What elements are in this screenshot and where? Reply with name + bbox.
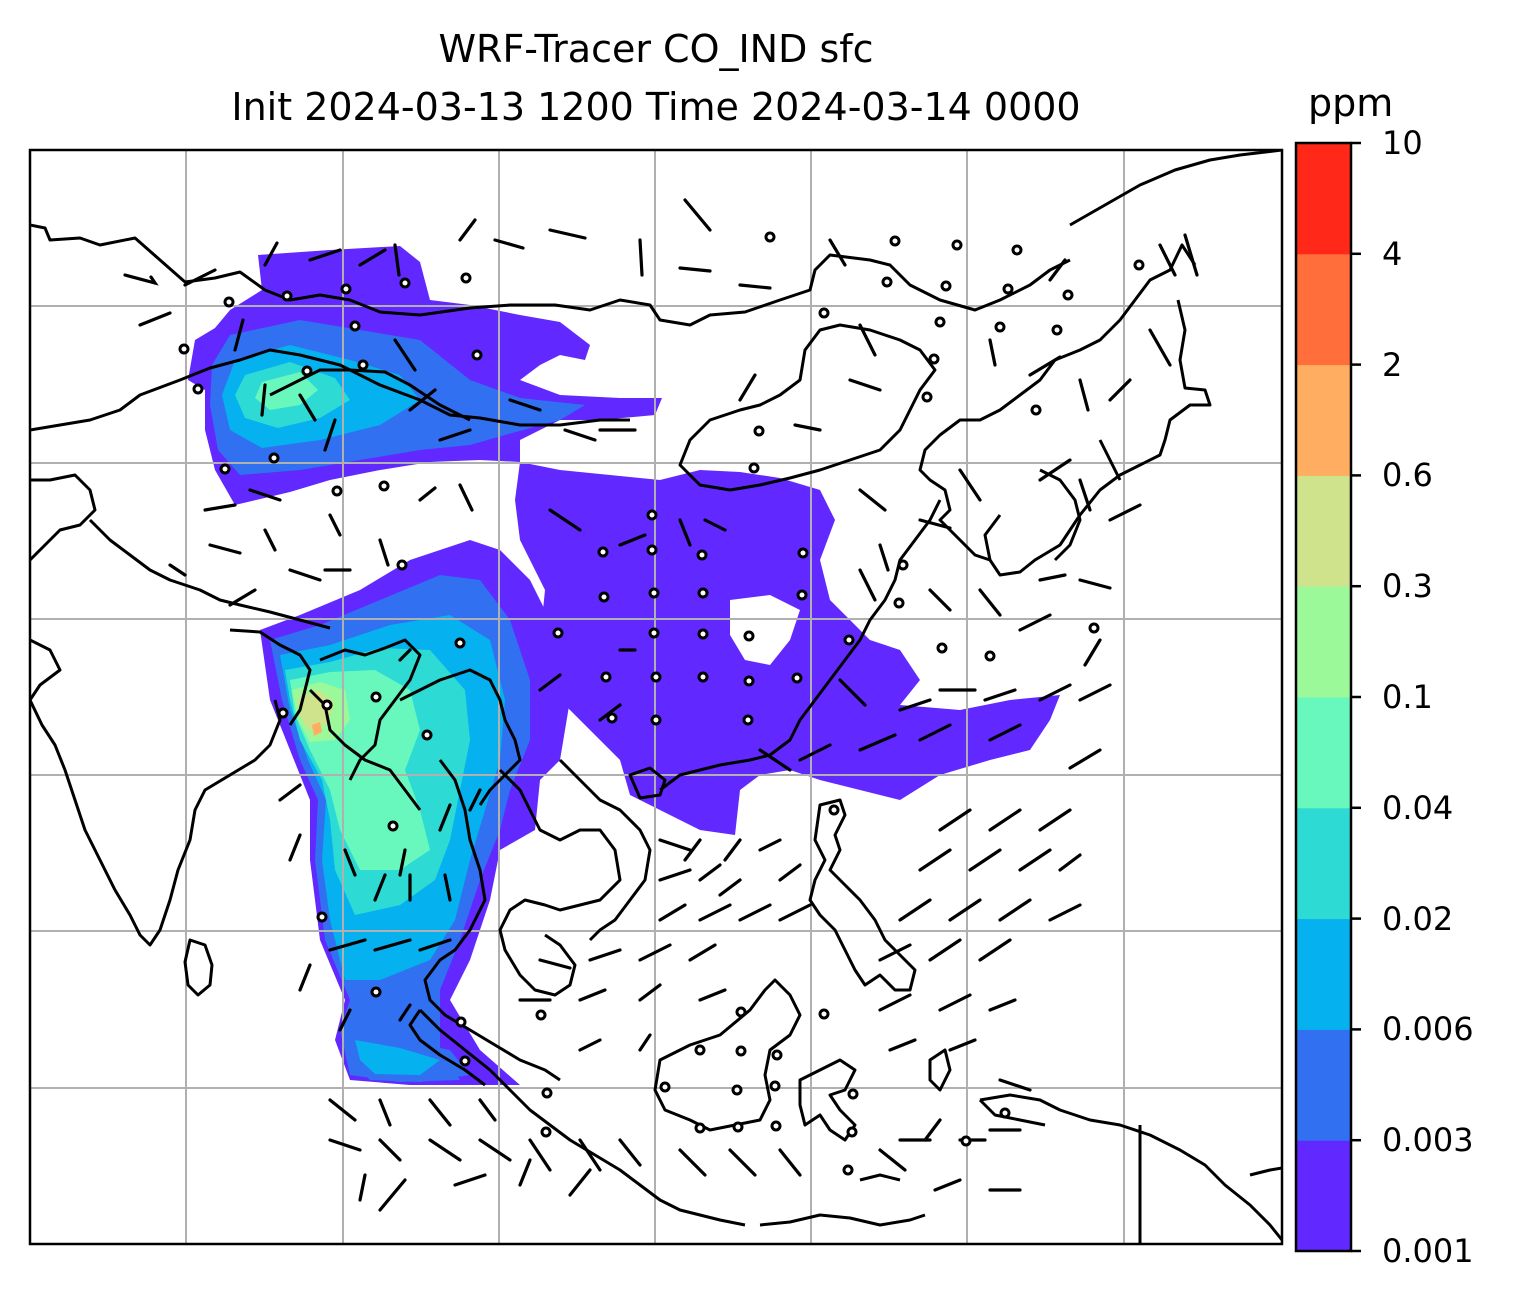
colorbar-tick-label: 0.6 bbox=[1382, 456, 1433, 495]
coast-india-west bbox=[30, 473, 282, 947]
colorbar-segment bbox=[1296, 918, 1351, 1030]
colorbar-tick-label: 4 bbox=[1382, 234, 1403, 273]
colorbar-tick-label: 0.003 bbox=[1382, 1121, 1474, 1160]
colorbar-unit-label: ppm bbox=[1308, 81, 1394, 125]
colorbar-segment bbox=[1296, 253, 1351, 366]
coast-china-east bbox=[659, 499, 942, 792]
colorbar-segment bbox=[1296, 1140, 1351, 1252]
colorbar-segment bbox=[1296, 143, 1351, 255]
colorbar-segment bbox=[1296, 1029, 1351, 1141]
island-sri-lanka bbox=[183, 938, 214, 997]
colorbar-segment bbox=[1296, 697, 1351, 809]
calm-circles bbox=[178, 231, 1145, 1176]
colorbar-segment bbox=[1296, 807, 1351, 920]
coast-yellow-sea bbox=[678, 323, 937, 492]
colorbar-tick-label: 10 bbox=[1382, 124, 1423, 162]
coast-vietnam bbox=[558, 758, 652, 942]
coast-northeast-asia bbox=[918, 150, 1282, 577]
coast-philippines bbox=[808, 798, 917, 992]
island-hainan bbox=[628, 766, 667, 800]
colorbar-segment bbox=[1296, 364, 1351, 476]
colorbar-tick-label: 0.001 bbox=[1382, 1232, 1474, 1270]
plume-east-hole bbox=[730, 595, 800, 665]
coast-timor bbox=[759, 1173, 926, 1227]
coast-indochina bbox=[423, 759, 622, 1082]
border-yunnan bbox=[399, 668, 522, 806]
border-india-north bbox=[88, 518, 331, 630]
coast-borneo bbox=[653, 978, 802, 1132]
border-tarim bbox=[269, 368, 471, 422]
plume-south-orange-spot bbox=[312, 722, 322, 736]
border-north-central-asia bbox=[30, 223, 1071, 327]
border-central-asia-2 bbox=[30, 348, 630, 432]
colorbar-segment bbox=[1296, 586, 1351, 698]
colorbar-segment bbox=[1296, 475, 1351, 587]
coast-sumatra bbox=[408, 1008, 746, 1227]
colorbar-tick-label: 0.3 bbox=[1382, 567, 1433, 606]
colorbar bbox=[1294, 141, 1361, 1253]
coast-bangladesh bbox=[229, 628, 312, 726]
colorbar-tick-label: 0.1 bbox=[1382, 678, 1433, 716]
tracer-plume-layer bbox=[188, 246, 1060, 1085]
plume-sumatra-tail-core bbox=[355, 1040, 440, 1075]
plot-title-line1: WRF-Tracer CO_IND sfc bbox=[438, 27, 874, 71]
wind-barbs bbox=[123, 198, 1199, 1212]
colorbar-segments bbox=[1296, 143, 1351, 1252]
coast-korea-japan bbox=[983, 439, 1122, 562]
map-frame bbox=[28, 148, 1284, 1246]
colorbar-tick-label: 0.02 bbox=[1382, 899, 1454, 938]
colorbar-tick-label: 0.006 bbox=[1382, 1010, 1474, 1049]
coast-australia-top bbox=[1249, 1166, 1282, 1177]
colorbar-tick-label: 0.04 bbox=[1382, 788, 1454, 827]
colorbar-tick-label: 2 bbox=[1382, 345, 1403, 384]
coastlines bbox=[30, 150, 1282, 1244]
plot-title-line2: Init 2024-03-13 1200 Time 2024-03-14 000… bbox=[231, 85, 1081, 129]
colorbar-ticks bbox=[1351, 141, 1361, 1253]
coast-sulawesi bbox=[798, 1048, 952, 1142]
